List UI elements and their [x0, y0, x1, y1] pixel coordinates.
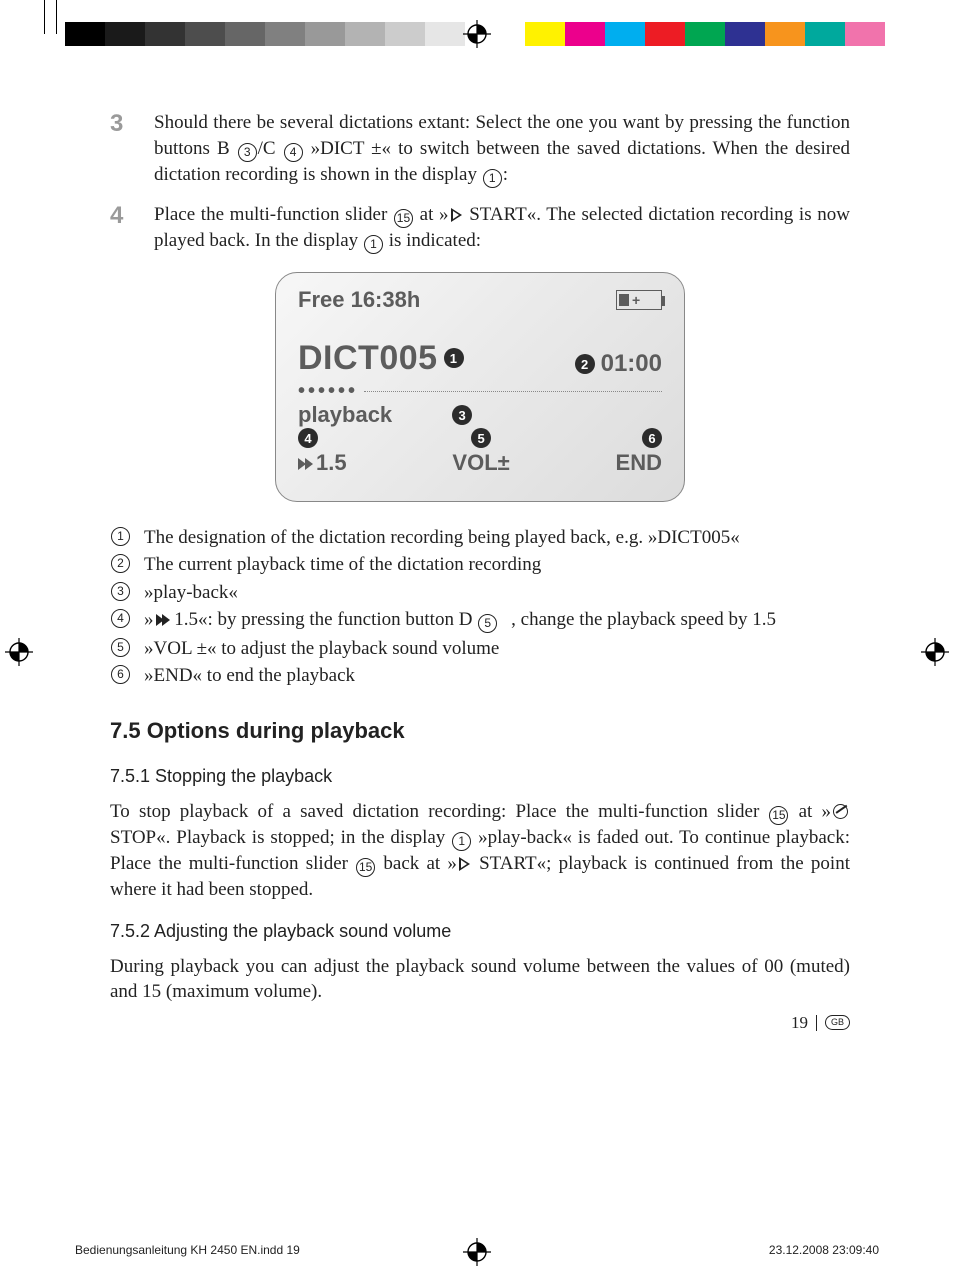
legend-list: 1The designation of the dictation record…	[110, 524, 850, 690]
callout-badge: 6	[642, 428, 662, 448]
subsection-heading: 7.5.1 Stopping the playback	[110, 766, 850, 787]
legend-item: 1The designation of the dictation record…	[110, 524, 850, 552]
ref-circle: 6	[111, 665, 130, 684]
legend-item: 5»VOL ±« to adjust the playback sound vo…	[110, 635, 850, 663]
ref-circle: 15	[394, 209, 413, 228]
step-number: 4	[110, 202, 154, 254]
crop-mark	[56, 0, 57, 34]
play-icon	[451, 208, 462, 222]
ref-circle: 2	[111, 554, 130, 573]
legend-item: 2The current playback time of the dictat…	[110, 551, 850, 579]
imprint-footer: Bedienungsanleitung KH 2450 EN.indd 19 2…	[75, 1243, 879, 1257]
end-label: END	[616, 450, 662, 476]
speed-value: 1.5	[298, 450, 347, 476]
registration-mark-icon	[5, 638, 33, 666]
device-display: Free 16:38h + DICT005 1 2 01:00 •••••• p…	[275, 272, 685, 502]
ref-circle: 4	[284, 143, 303, 162]
ref-circle: 5	[478, 614, 497, 633]
ref-circle: 1	[452, 832, 471, 851]
step-text: Place the multi-function slider 15 at » …	[154, 202, 850, 254]
ref-circle: 3	[238, 143, 257, 162]
registration-mark-icon	[921, 638, 949, 666]
crop-mark	[44, 0, 45, 34]
language-badge: GB	[825, 1015, 850, 1030]
ref-circle: 5	[111, 638, 130, 657]
ref-circle: 1	[111, 527, 130, 546]
free-time: Free 16:38h	[298, 287, 420, 313]
registration-mark-icon	[463, 20, 491, 48]
paragraph: To stop playback of a saved dictation re…	[110, 799, 850, 903]
paragraph: During playback you can adjust the playb…	[110, 954, 850, 1005]
legend-item: 6»END« to end the playback	[110, 662, 850, 690]
step-text: Should there be several dictations extan…	[154, 110, 850, 188]
callout-badge: 4	[298, 428, 318, 448]
fast-forward-icon	[156, 607, 168, 635]
page-content: 3 Should there be several dictations ext…	[110, 110, 850, 1023]
callout-badge: 2	[575, 354, 595, 374]
ref-circle: 1	[483, 169, 502, 188]
callout-badge: 1	[444, 348, 464, 368]
callout-badge: 3	[452, 405, 472, 425]
ref-circle: 15	[356, 858, 375, 877]
ref-circle: 1	[364, 235, 383, 254]
ref-circle: 4	[111, 609, 130, 628]
dictation-name: DICT005 1	[298, 339, 464, 378]
ref-circle: 3	[111, 582, 130, 601]
battery-icon: +	[616, 290, 662, 310]
step-number: 3	[110, 110, 154, 188]
stop-icon	[833, 804, 848, 819]
instruction-step: 4 Place the multi-function slider 15 at …	[110, 202, 850, 254]
volume-label: VOL±	[452, 450, 509, 476]
legend-item: 3»play-back«	[110, 579, 850, 607]
subsection-heading: 7.5.2 Adjusting the playback sound volum…	[110, 921, 850, 942]
playback-time: 2 01:00	[575, 350, 662, 378]
legend-item: 4» 1.5«: by pressing the function button…	[110, 606, 850, 635]
callout-badge: 5	[471, 428, 491, 448]
instruction-step: 3 Should there be several dictations ext…	[110, 110, 850, 188]
playback-label: playback	[298, 402, 392, 428]
play-icon	[459, 857, 470, 871]
page-number: 19 GB	[791, 1013, 850, 1033]
ref-circle: 15	[769, 806, 788, 825]
section-heading: 7.5 Options during playback	[110, 718, 850, 744]
